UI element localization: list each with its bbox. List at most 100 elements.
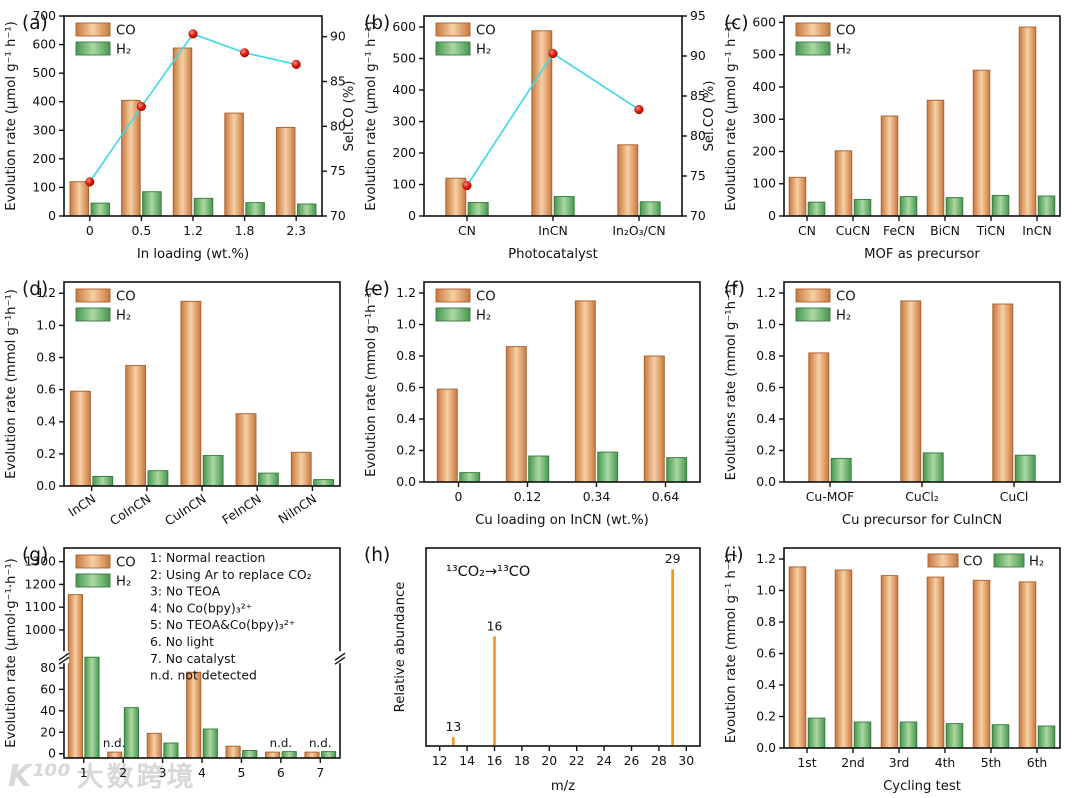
legend-label: CO: [836, 290, 856, 305]
bar-h2: [92, 475, 114, 487]
legend-label: CO: [476, 290, 496, 305]
tick-label: InCN: [65, 491, 98, 520]
chart-g: 0 20 40 60 80 1000 1100 1200 1300 1 2 3 4 5 6 7 n.d. n.d.…: [4, 545, 346, 780]
axis-break-mark: [334, 652, 346, 661]
legend-swatch-co: [795, 22, 831, 37]
tick-label: 1.2: [36, 285, 56, 300]
selectivity-point: [634, 105, 644, 115]
legend-label: H₂: [116, 309, 131, 324]
panel-letter: (c): [724, 13, 749, 34]
bar-h2: [147, 470, 169, 487]
bar-h2: [1037, 195, 1056, 217]
tick-label: 0.0: [36, 478, 56, 493]
tick-label: 90: [690, 48, 706, 63]
tick-label: CuCl₂: [905, 489, 939, 504]
bar-h2: [245, 202, 265, 217]
bar-co: [107, 751, 123, 759]
note-line: 7. No catalyst: [150, 651, 236, 666]
tick-label: InCN: [538, 223, 567, 238]
tick-label: 85: [330, 73, 346, 88]
tick-label: 80: [330, 118, 346, 133]
tick-label: 95: [690, 8, 706, 23]
tick-label: 70: [690, 208, 706, 223]
bar-co: [972, 579, 991, 749]
tick-label: FeInCN: [219, 491, 264, 527]
tick-label: 1.2: [183, 223, 203, 238]
legend-swatch-co: [435, 288, 471, 303]
bar-co: [1018, 581, 1037, 749]
axis-break-mark: [58, 656, 70, 665]
tick-label: 1200: [24, 576, 56, 591]
bar-co: [643, 355, 665, 483]
legend-swatch-co: [75, 22, 111, 37]
bar-h2: [296, 203, 317, 217]
bar-co: [275, 126, 296, 217]
tick-label: 28: [651, 753, 667, 768]
bar-h2: [899, 721, 918, 749]
tick-label: 3rd: [889, 755, 910, 770]
x-axis-label: Cu precursor for CuInCN: [842, 513, 1002, 528]
bar-co: [808, 352, 830, 483]
bar-h2: [84, 656, 100, 759]
x-axis-label: Cu loading on InCN (wt.%): [475, 513, 649, 528]
tick-label: 400: [32, 94, 56, 109]
tick-label: 600: [392, 19, 416, 34]
panel-letter: (f): [724, 279, 745, 300]
tick-label: 0.0: [396, 474, 416, 489]
tick-label: 0.6: [36, 382, 56, 397]
tick-label: 0.2: [36, 446, 56, 461]
bar-h2: [991, 724, 1010, 749]
tick-label: In₂O₃/CN: [612, 223, 665, 238]
tick-label: InCN: [1022, 223, 1051, 238]
bar-co: [992, 303, 1014, 483]
bar-co: [880, 115, 899, 217]
tick-label: 40: [40, 703, 56, 718]
tick-label: 75: [690, 168, 706, 183]
tick-label: 0: [768, 208, 776, 223]
tick-label: 500: [392, 51, 416, 66]
tick-label: 500: [32, 65, 56, 80]
tick-label: CN: [458, 223, 476, 238]
plot-border: [783, 547, 1061, 749]
bar-h2: [1037, 725, 1056, 749]
bar-co: [788, 566, 807, 749]
plot-border: [783, 15, 1061, 217]
tick-label: 1.0: [396, 317, 416, 332]
note-line: 1: Normal reaction: [150, 550, 265, 565]
bar-h2: [807, 201, 826, 217]
tick-label: 2nd: [841, 755, 865, 770]
selectivity-point: [85, 177, 95, 187]
tick-label: 2: [119, 765, 127, 780]
note-line: 5: No TEOA&Co(bpy)₃²⁺: [150, 617, 295, 632]
bar-h2: [853, 721, 872, 749]
legend-swatch-co: [435, 22, 471, 37]
tick-label: 4: [198, 765, 206, 780]
tick-label: 1.2: [756, 551, 776, 566]
tick-label: CuInCN: [162, 491, 209, 529]
chart-h: 13 16 29 12 14 16 18 20 22 24 26 28 30 ¹³CO₂→¹³CO m/z R…: [364, 545, 701, 794]
legend-swatch-co: [795, 288, 831, 303]
bar-h2: [90, 202, 111, 217]
note-line: n.d. not detected: [150, 668, 257, 683]
tick-label: 300: [32, 122, 56, 137]
legend-label: CO: [116, 24, 136, 39]
tick-label: 200: [752, 143, 776, 158]
bar-co: [788, 176, 807, 217]
tick-label: 1: [80, 765, 88, 780]
tick-label: 75: [330, 163, 346, 178]
tick-label: 0.0: [756, 474, 776, 489]
axis-break-mark: [334, 656, 346, 665]
bar-h2: [853, 199, 872, 217]
panel-letter: (e): [364, 279, 390, 300]
tick-label: 0: [455, 489, 463, 504]
bar-co: [70, 390, 91, 487]
y-axis-label: Evolution rate (mmol g⁻¹h⁻¹): [364, 287, 379, 477]
panel-c: 0 100 200 300 400 500 600 CN CuCN FeCN BiCN TiCN InC…: [720, 0, 1080, 266]
selectivity-point: [462, 181, 472, 191]
bar-h2: [597, 451, 619, 483]
y-axis-label: Evoution rate (mmol g⁻¹ h⁻¹): [724, 553, 739, 743]
bar-co: [436, 388, 458, 483]
tick-label: 0.2: [396, 443, 416, 458]
legend-swatch-h2: [435, 41, 471, 56]
